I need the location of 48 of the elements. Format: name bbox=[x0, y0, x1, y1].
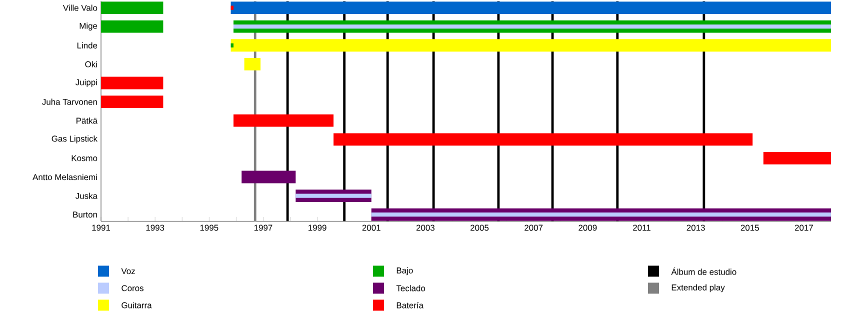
bar bbox=[242, 170, 296, 184]
bar bbox=[334, 133, 753, 146]
y-tick-label: Antto Melasniemi bbox=[32, 174, 97, 180]
bar bbox=[101, 76, 164, 90]
legend-label: Álbum de estudio bbox=[671, 267, 736, 275]
x-tick-label: 1997 bbox=[254, 224, 272, 231]
bar bbox=[244, 58, 261, 70]
y-tick-label: Juippi bbox=[75, 78, 97, 87]
bar bbox=[296, 194, 372, 198]
bar bbox=[763, 152, 831, 164]
x-tick-label: 1993 bbox=[146, 224, 164, 231]
legend-label: Batería bbox=[396, 302, 424, 308]
bar bbox=[101, 95, 164, 108]
x-tick-label: 2005 bbox=[470, 224, 489, 231]
bar bbox=[230, 39, 831, 52]
y-tick-label: Burton bbox=[73, 212, 97, 218]
legend-label: Teclado bbox=[396, 284, 426, 292]
y-tick-label: Kosmo bbox=[72, 155, 98, 162]
x-tick-label: 2017 bbox=[794, 224, 813, 231]
x-tick-label: 2011 bbox=[633, 224, 650, 231]
x-tick-label: 2001 bbox=[362, 224, 380, 231]
y-tick-label: Linde bbox=[77, 42, 98, 48]
y-tick-label: Mige bbox=[80, 22, 98, 30]
x-tick-label: 2013 bbox=[686, 224, 705, 231]
x-tick-label: 1991 bbox=[92, 224, 110, 231]
legend-label: Extended play bbox=[672, 284, 725, 292]
y-tick-label: Gas Lipstick bbox=[52, 135, 98, 144]
legend-label: Guitarra bbox=[122, 302, 152, 308]
bar bbox=[233, 24, 831, 29]
legend-label: Voz bbox=[121, 268, 135, 274]
x-tick-label: 2003 bbox=[416, 224, 434, 231]
bar bbox=[101, 20, 164, 33]
x-tick-label: 2015 bbox=[740, 224, 759, 231]
y-tick-label: Juha Tarvonen bbox=[42, 98, 97, 105]
legend-label: Bajo bbox=[396, 267, 413, 276]
y-tick-label: Ville Valo bbox=[63, 4, 98, 11]
x-tick-label: 1995 bbox=[200, 224, 218, 231]
y-tick-label: Juska bbox=[75, 192, 98, 199]
x-tick-label: 2009 bbox=[578, 224, 597, 231]
x-tick-label: 1999 bbox=[308, 224, 326, 231]
x-tick-label: 2007 bbox=[524, 224, 543, 231]
legend-label: Coros bbox=[122, 285, 144, 292]
bar bbox=[230, 1, 831, 14]
bar bbox=[233, 114, 334, 127]
y-tick-label: Oki bbox=[85, 60, 97, 68]
bar bbox=[371, 212, 831, 217]
bar bbox=[101, 1, 164, 14]
y-tick-label: Pätkä bbox=[76, 117, 98, 124]
